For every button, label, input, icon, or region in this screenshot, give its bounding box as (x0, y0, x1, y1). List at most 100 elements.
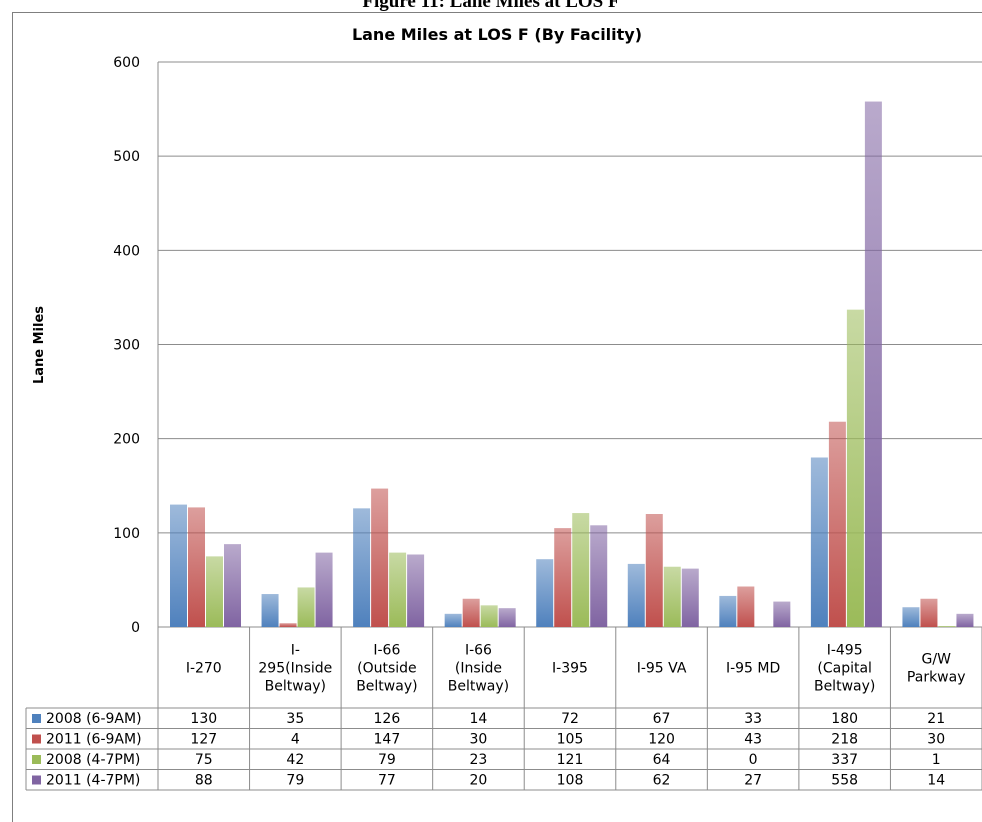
bar (297, 587, 315, 627)
x-category-label: Beltway) (814, 679, 875, 695)
x-category-label: I-395 (552, 661, 588, 677)
bar (938, 626, 956, 627)
bar (846, 309, 864, 627)
bar (773, 601, 791, 627)
table-value: 337 (831, 752, 858, 768)
bar (719, 595, 737, 627)
bar (224, 544, 241, 627)
bar (170, 504, 187, 627)
x-category-label: (Capital (817, 661, 872, 677)
y-tick-label: 500 (113, 149, 140, 165)
table-value: 108 (557, 773, 584, 789)
table-value: 127 (190, 732, 217, 748)
bar (645, 514, 663, 627)
chart-frame (12, 12, 982, 822)
bar (407, 554, 425, 627)
table-value: 88 (195, 773, 213, 789)
legend-series-name: 2008 (6-9AM) (46, 711, 142, 727)
legend-swatch (32, 775, 41, 785)
x-category-label: (Outside (357, 661, 417, 677)
x-category-label: I-95 MD (726, 661, 780, 677)
table-value: 0 (749, 752, 758, 768)
bar (389, 552, 407, 627)
legend-swatch (32, 734, 41, 744)
table-value: 35 (286, 711, 304, 727)
table-value: 30 (927, 732, 945, 748)
table-value: 180 (831, 711, 858, 727)
bar (536, 559, 554, 627)
x-category-label: I-66 (465, 643, 492, 659)
bar (206, 556, 223, 627)
table-value: 27 (744, 773, 762, 789)
y-tick-label: 400 (113, 243, 140, 259)
table-value: 558 (831, 773, 858, 789)
bar (902, 607, 920, 627)
x-category-label: Beltway) (265, 679, 326, 695)
x-category-label: 295(Inside (258, 661, 332, 677)
bar (279, 623, 297, 627)
x-category-label: G/W (922, 652, 952, 668)
y-axis-title: Lane Miles (32, 306, 47, 384)
y-tick-label: 300 (113, 338, 140, 354)
y-tick-label: 200 (113, 432, 140, 448)
table-value: 126 (374, 711, 401, 727)
bar (828, 421, 846, 627)
table-value: 23 (470, 752, 488, 768)
table-value: 33 (744, 711, 762, 727)
x-category-label: Beltway) (356, 679, 417, 695)
table-value: 79 (378, 752, 396, 768)
table-value: 21 (927, 711, 945, 727)
y-tick-label: 600 (113, 55, 140, 71)
x-category-label: (Inside (455, 661, 502, 677)
table-value: 218 (831, 732, 858, 748)
table-value: 30 (470, 732, 488, 748)
x-category-label: I-270 (186, 661, 222, 677)
table-value: 121 (557, 752, 584, 768)
figure-caption: Figure 11: Lane Miles at LOS F (362, 0, 620, 12)
table-value: 62 (653, 773, 671, 789)
bar (188, 507, 205, 627)
bar (627, 563, 645, 627)
bar (315, 552, 333, 627)
legend-series-name: 2008 (4-7PM) (46, 752, 140, 768)
table-value: 75 (195, 752, 213, 768)
bar (920, 598, 938, 627)
bar (444, 613, 462, 627)
table-value: 79 (286, 773, 304, 789)
table-value: 77 (378, 773, 396, 789)
bar (462, 598, 480, 627)
table-value: 105 (557, 732, 584, 748)
table-value: 43 (744, 732, 762, 748)
table-value: 20 (470, 773, 488, 789)
chart-title: Lane Miles at LOS F (By Facility) (352, 25, 642, 44)
table-value: 14 (927, 773, 945, 789)
y-tick-label: 0 (131, 620, 140, 636)
legend-series-name: 2011 (4-7PM) (46, 773, 140, 789)
table-value: 67 (653, 711, 671, 727)
table-value: 64 (653, 752, 671, 768)
x-category-label: Parkway (907, 670, 966, 686)
table-value: 1 (932, 752, 941, 768)
table-value: 14 (470, 711, 488, 727)
table-value: 130 (190, 711, 217, 727)
table-value: 42 (286, 752, 304, 768)
bar (810, 457, 828, 627)
bar (737, 586, 755, 627)
bar (353, 508, 371, 627)
bar (498, 608, 516, 627)
bar (681, 568, 699, 627)
legend-swatch (32, 714, 41, 723)
x-category-label: I-66 (373, 643, 400, 659)
legend-series-name: 2011 (6-9AM) (46, 732, 142, 748)
y-tick-label: 100 (113, 526, 140, 542)
bar (371, 488, 389, 627)
x-category-label: Beltway) (448, 679, 509, 695)
x-category-label: I- (291, 643, 300, 659)
bar (554, 528, 572, 627)
legend-swatch (32, 755, 41, 764)
bar (572, 513, 590, 627)
bar (590, 525, 608, 627)
table-value: 72 (561, 711, 579, 727)
bar (956, 613, 974, 627)
